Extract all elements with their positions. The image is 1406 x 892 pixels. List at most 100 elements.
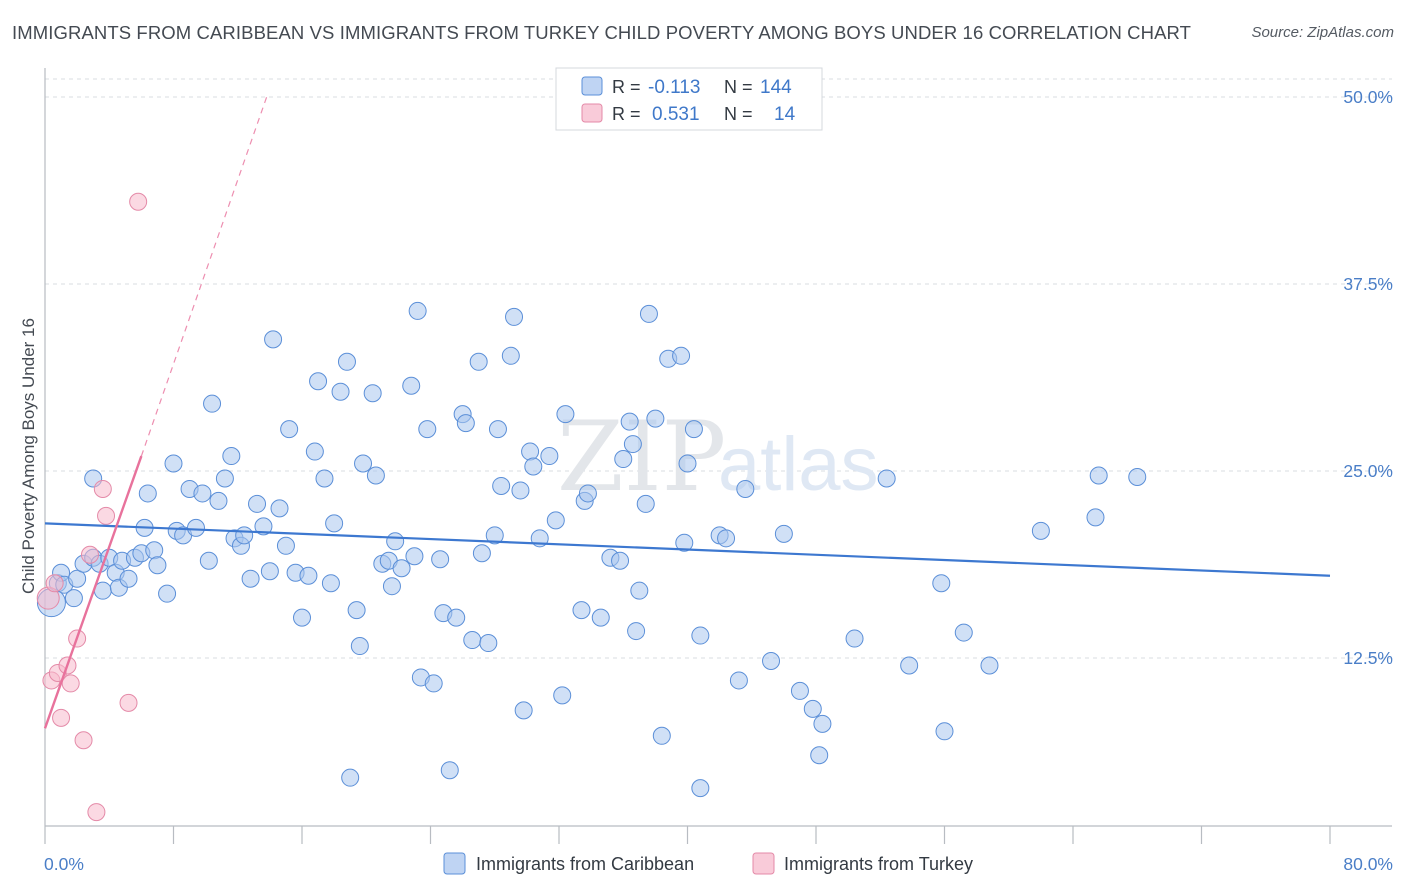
point-caribbean-66 [402,376,421,395]
point-caribbean-32 [215,469,234,488]
legend-bottom-label-caribbean: Immigrants from Caribbean [476,854,694,874]
point-caribbean-108 [639,304,658,323]
legend-bottom-label-turkey: Immigrants from Turkey [784,854,973,874]
point-caribbean-124 [790,681,809,700]
point-turkey-13 [119,693,138,712]
legend-bottom-swatch-turkey [752,852,775,875]
point-caribbean-20 [145,541,164,560]
point-turkey-8 [74,731,93,750]
point-caribbean-103 [620,412,639,431]
point-caribbean-67 [405,547,424,566]
point-caribbean-130 [900,656,919,675]
y-tick-label-0: 12.5% [1343,648,1393,668]
legend-r-value-2: 0.531 [652,104,700,125]
point-caribbean-60 [366,466,385,485]
watermark: ZIP atlas [557,401,879,513]
legend-r-label-2: R = [612,104,641,124]
point-caribbean-64 [386,532,405,551]
point-caribbean-117 [691,779,710,798]
y-tick-label-2: 37.5% [1343,274,1393,294]
point-caribbean-70 [418,420,437,439]
point-caribbean-112 [672,346,691,365]
point-caribbean-63 [382,577,401,596]
point-caribbean-19 [138,484,157,503]
point-caribbean-125 [803,699,822,718]
point-caribbean-86 [505,307,524,326]
point-caribbean-116 [691,626,710,645]
point-caribbean-53 [331,382,350,401]
legend-swatch-caribbean [581,76,603,96]
point-caribbean-94 [553,686,572,705]
chart-title: IMMIGRANTS FROM CARIBBEAN VS IMMIGRANTS … [12,22,1192,43]
axes-layer [44,68,1392,844]
point-caribbean-74 [440,761,459,780]
point-caribbean-50 [315,469,334,488]
point-turkey-14 [129,192,148,211]
point-turkey-6 [61,674,80,693]
point-caribbean-101 [611,551,630,570]
legend-r-label-1: R = [612,77,641,97]
point-caribbean-40 [260,562,279,581]
point-caribbean-22 [158,584,177,603]
point-caribbean-41 [264,330,283,349]
point-caribbean-29 [199,551,218,570]
point-caribbean-102 [614,450,633,469]
point-caribbean-95 [556,405,575,424]
point-caribbean-129 [877,469,896,488]
legend-n-value-2: 14 [774,104,796,125]
point-caribbean-31 [209,491,228,510]
legend-n-label-1: N = [724,77,753,97]
point-caribbean-104 [623,435,642,454]
point-caribbean-138 [1128,467,1147,486]
point-caribbean-57 [350,637,369,656]
point-caribbean-132 [935,722,954,741]
legend-top: R = -0.113 N = 144 R = 0.531 N = 14 [555,67,823,131]
legend-n-label-2: N = [724,104,753,124]
point-caribbean-55 [341,768,360,787]
point-turkey-12 [97,506,116,525]
point-caribbean-78 [463,631,482,650]
legend-n-value-1: 144 [760,77,792,98]
point-turkey-11 [93,479,112,498]
legend-bottom: Immigrants from Caribbean Immigrants fro… [443,852,973,875]
point-caribbean-133 [954,623,973,642]
point-caribbean-109 [646,409,665,428]
point-caribbean-96 [572,601,591,620]
point-caribbean-68 [408,301,427,320]
point-caribbean-131 [932,574,951,593]
point-caribbean-87 [511,481,530,500]
point-caribbean-71 [424,674,443,693]
point-turkey-2 [45,574,64,593]
point-caribbean-92 [540,447,559,466]
point-caribbean-21 [148,556,167,575]
point-caribbean-135 [1031,521,1050,540]
point-caribbean-30 [203,394,222,413]
point-caribbean-65 [392,559,411,578]
point-caribbean-27 [186,518,205,537]
y-tick-label-3: 50.0% [1343,87,1393,107]
point-caribbean-85 [501,346,520,365]
point-caribbean-105 [627,622,646,641]
point-caribbean-72 [431,550,450,569]
point-caribbean-119 [717,529,736,548]
point-caribbean-49 [309,372,328,391]
point-caribbean-43 [276,536,295,555]
trend-layer [43,96,1331,729]
point-caribbean-98 [578,484,597,503]
y-axis-label: Child Poverty Among Boys Under 16 [19,318,38,594]
point-caribbean-134 [980,656,999,675]
point-caribbean-42 [270,499,289,518]
point-caribbean-89 [521,442,540,461]
point-turkey-4 [52,708,71,727]
point-caribbean-51 [321,574,340,593]
trend-line-turkey [43,455,143,729]
point-caribbean-38 [248,494,267,513]
point-caribbean-126 [810,746,829,765]
point-caribbean-128 [845,629,864,648]
point-caribbean-84 [492,476,511,495]
point-caribbean-115 [684,420,703,439]
point-caribbean-120 [729,671,748,690]
point-caribbean-121 [736,479,755,498]
point-caribbean-52 [325,514,344,533]
point-caribbean-4 [64,589,83,608]
